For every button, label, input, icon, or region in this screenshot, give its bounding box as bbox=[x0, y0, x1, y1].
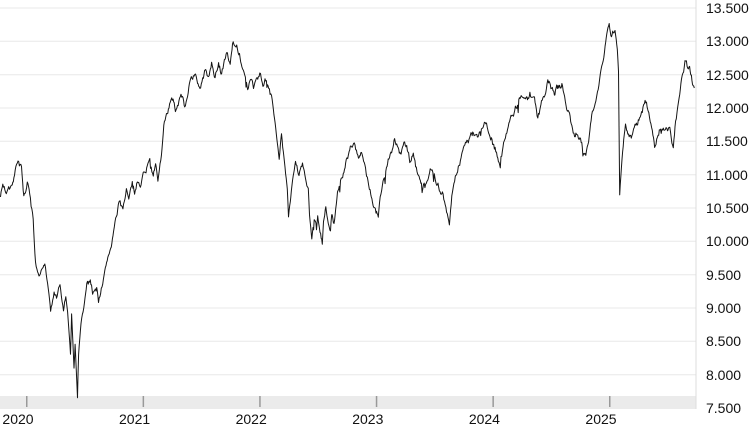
x-axis-tick-label: 2022 bbox=[235, 411, 267, 427]
x-axis-tick-label: 2021 bbox=[119, 411, 151, 427]
x-axis-tick bbox=[26, 396, 28, 407]
y-axis-tick-label: 9.000 bbox=[706, 300, 742, 316]
y-axis-tick-label: 8.000 bbox=[706, 366, 742, 383]
x-axis-tick-label: 2024 bbox=[468, 411, 500, 427]
x-axis-tick-label: 2025 bbox=[585, 411, 617, 427]
x-axis-tick bbox=[492, 396, 494, 407]
y-axis-tick-label: 7.500 bbox=[706, 400, 742, 416]
y-axis-tick-label: 10.500 bbox=[706, 200, 749, 216]
x-axis-tick bbox=[259, 396, 261, 407]
y-axis-tick-label: 8.500 bbox=[706, 333, 742, 350]
y-axis-tick-label: 12.500 bbox=[706, 66, 749, 83]
y-axis-tick-label: 11.500 bbox=[706, 133, 748, 150]
x-axis-tick bbox=[375, 396, 378, 407]
y-axis-tick-label: 13.500 bbox=[706, 0, 749, 16]
x-axis-tick bbox=[609, 396, 611, 407]
x-axis-tick bbox=[142, 396, 145, 407]
x-axis-strip bbox=[0, 396, 696, 409]
x-axis-ticks bbox=[26, 396, 611, 407]
x-axis-tick-label: 2020 bbox=[2, 411, 34, 427]
y-axis-tick-label: 11.000 bbox=[706, 166, 748, 183]
price-line bbox=[0, 23, 695, 399]
y-axis-tick-label: 9.500 bbox=[706, 266, 742, 283]
y-axis-tick-label: 13.000 bbox=[706, 33, 749, 50]
y-axis-tick-label: 12.000 bbox=[706, 100, 749, 116]
gridlines bbox=[0, 7, 696, 376]
x-axis-tick-label: 2023 bbox=[352, 411, 384, 427]
y-axis-tick-label: 10.000 bbox=[706, 233, 749, 250]
